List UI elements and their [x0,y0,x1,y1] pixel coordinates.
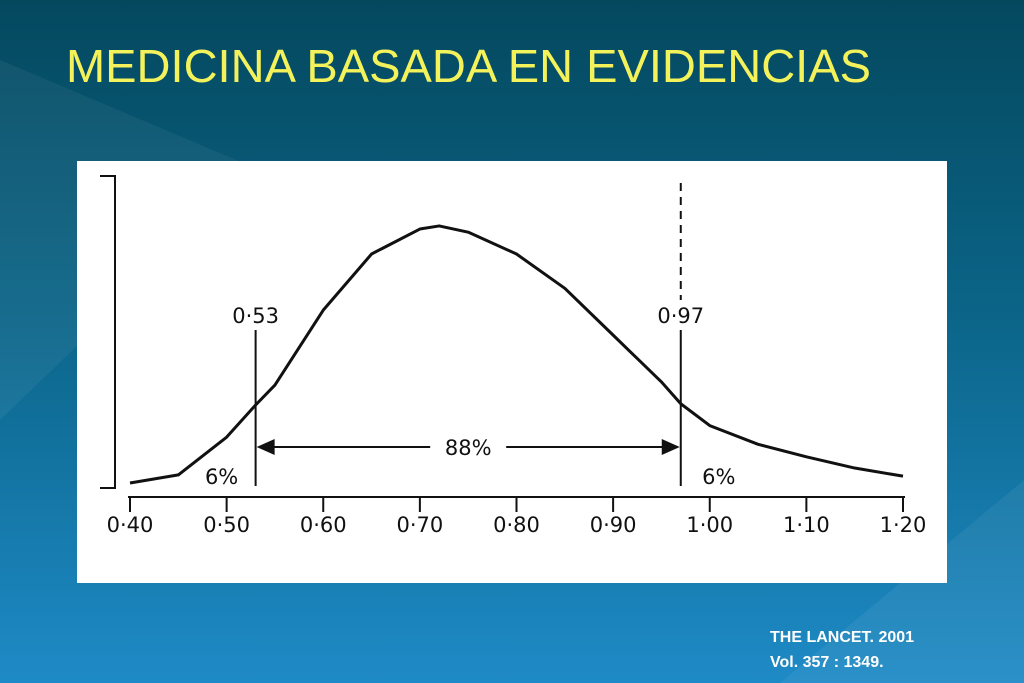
tail-label: 6% [702,465,735,489]
arrow-head [661,439,680,455]
marker-label: 0·53 [232,304,279,328]
citation: Vol. 357 : 1349. [770,654,884,671]
x-tick-label: 1·10 [783,513,830,537]
x-tick-label: 0·60 [300,513,347,537]
title: MEDICINA BASADA EN EVIDENCIAS [66,40,871,92]
chart-panel [77,161,947,583]
x-tick-label: 1·00 [686,513,733,537]
x-tick-label: 0·40 [107,513,154,537]
curve [129,224,904,485]
tail-label: 6% [205,465,238,489]
bracket [100,175,116,489]
citation: THE LANCET. 2001 [770,629,914,646]
x-tick-label: 0·80 [493,513,540,537]
plot: 0·40 0·50 0·60 0·70 0·80 0·90 1·00 1·10 1·20 0·53… [107,183,927,537]
marker-label: 0·97 [657,304,704,328]
x-tick-label: 0·90 [590,513,637,537]
interval-label: 88% [445,436,492,460]
x-tick-label: 1·20 [880,513,927,537]
arrow-head [256,439,275,455]
label-bg [430,433,507,461]
x-tick-label: 0·70 [396,513,443,537]
x-tick-label: 0·50 [203,513,250,537]
